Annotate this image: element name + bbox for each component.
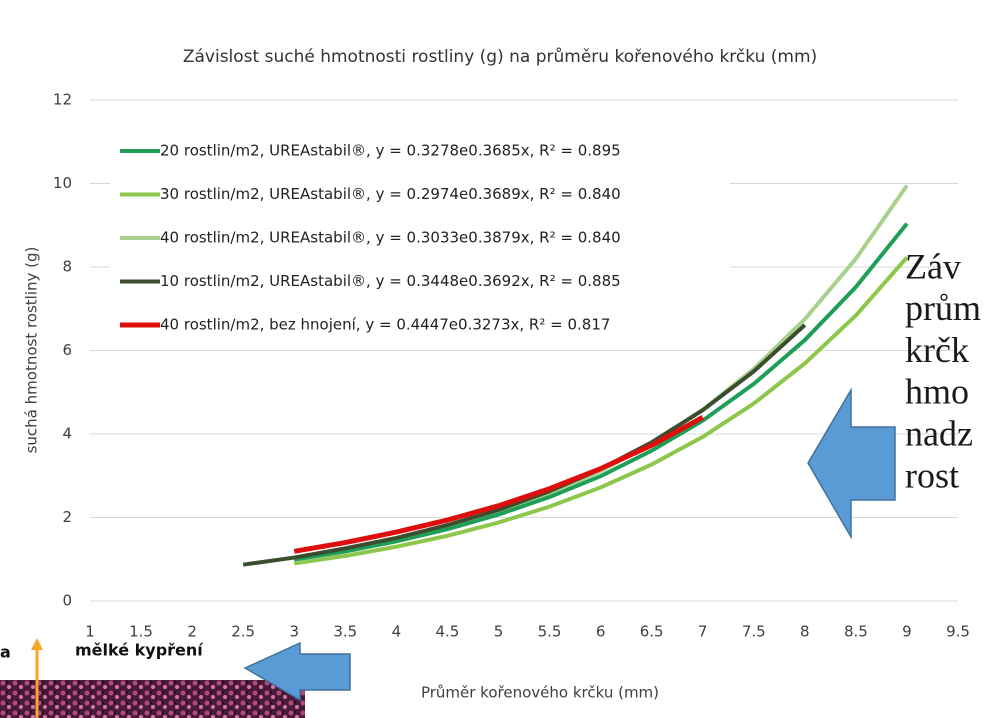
annotation: krčk: [905, 330, 969, 370]
inset-label: mělké kypření: [75, 641, 204, 660]
y-tick-label: 4: [62, 425, 72, 443]
annotation: rost: [905, 455, 959, 495]
chart-title: Závislost suché hmotnosti rostliny (g) n…: [110, 36, 890, 78]
x-tick-label: 3.5: [333, 623, 357, 641]
y-tick-label: 10: [53, 174, 72, 192]
y-tick-label: 6: [62, 341, 72, 359]
x-tick-label: 8.5: [844, 623, 868, 641]
legend-label: 40 rostlin/m2, bez hnojení, y = 0.4447e0…: [160, 316, 610, 334]
series-line: [293, 415, 704, 554]
legend-background: [110, 128, 730, 343]
x-tick-label: 7: [698, 623, 708, 641]
legend-label: 40 rostlin/m2, UREAstabil®, y = 0.3033e0…: [160, 229, 621, 247]
arrow: [243, 641, 351, 702]
inset-image: [0, 680, 305, 718]
x-tick-label: 2.5: [231, 623, 255, 641]
series-line: [293, 256, 909, 566]
series-line: [293, 222, 909, 562]
x-tick-label: 1.5: [129, 623, 153, 641]
y-tick-label: 8: [62, 258, 72, 276]
x-tick-label: 5: [494, 623, 504, 641]
legend-label: 10 rostlin/m2, UREAstabil®, y = 0.3448e0…: [160, 272, 621, 290]
x-tick-label: 7.5: [742, 623, 766, 641]
x-tick-label: 2: [187, 623, 197, 641]
x-tick-label: 6: [596, 623, 606, 641]
x-tick-label: 1: [85, 623, 95, 641]
legend-label: 30 rostlin/m2, UREAstabil®, y = 0.2974e0…: [160, 185, 621, 203]
x-tick-label: 9.5: [946, 623, 970, 641]
y-tick-label: 12: [53, 91, 72, 109]
x-tick-label: 8: [800, 623, 810, 641]
x-tick-label: 9: [902, 623, 912, 641]
x-tick-label: 5.5: [538, 623, 562, 641]
x-tick-label: 6.5: [640, 623, 664, 641]
x-tick-label: 4.5: [435, 623, 459, 641]
y-tick-label: 0: [62, 592, 72, 610]
y-tick-label: 2: [62, 508, 72, 526]
x-axis-title: Průměr kořenového krčku (mm): [421, 684, 659, 702]
y-axis-title: suchá hmotnost rostliny (g): [23, 247, 41, 454]
annotation: Záv: [905, 246, 961, 286]
inset-arrow-head: [31, 638, 43, 650]
annotation: nadz: [905, 413, 973, 453]
arrow: [807, 387, 896, 540]
x-tick-label: 3: [289, 623, 299, 641]
legend-label: 20 rostlin/m2, UREAstabil®, y = 0.3278e0…: [160, 142, 621, 160]
series-line: [242, 323, 807, 567]
inset-label: a: [0, 643, 11, 662]
annotation: prům: [905, 288, 981, 328]
annotation: hmo: [905, 372, 969, 412]
x-tick-label: 4: [392, 623, 402, 641]
